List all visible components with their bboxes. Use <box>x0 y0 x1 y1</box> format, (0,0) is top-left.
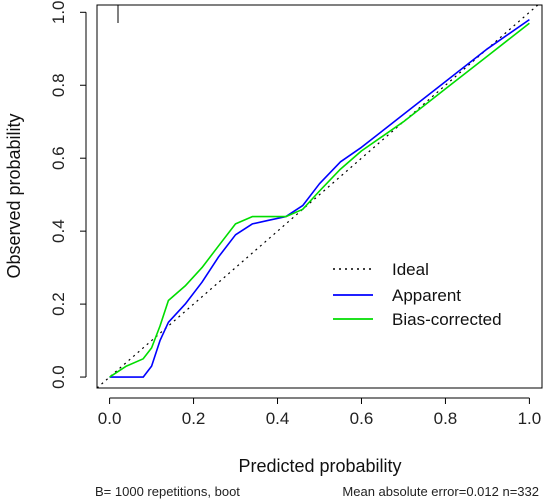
y-tick-label: 0.2 <box>49 292 68 316</box>
legend: Ideal Apparent Bias-corrected <box>333 260 502 329</box>
legend-label-apparent: Apparent <box>392 286 461 305</box>
legend-label-bias-corrected: Bias-corrected <box>392 310 502 329</box>
x-axis: 0.0 0.2 0.4 0.6 0.8 1.0 <box>98 397 542 428</box>
ideal-line-layer <box>96 4 539 389</box>
x-tick-label: 0.4 <box>266 409 290 428</box>
y-axis: 0.0 0.2 0.4 0.6 0.8 1.0 <box>49 0 87 389</box>
series-layer <box>109 18 530 378</box>
x-tick-label: 1.0 <box>518 409 542 428</box>
series-line-apparent <box>109 18 530 378</box>
x-tick-label: 0.6 <box>350 409 374 428</box>
plot-frame <box>96 4 543 389</box>
x-tick-label: 0.0 <box>98 409 122 428</box>
x-axis-title: Predicted probability <box>238 456 401 476</box>
legend-label-ideal: Ideal <box>392 260 429 279</box>
footer-repetitions: B= 1000 repetitions, boot <box>95 484 240 499</box>
y-tick-label: 0.4 <box>49 219 68 243</box>
y-tick-label: 0.8 <box>49 73 68 97</box>
y-tick-label: 0.6 <box>49 146 68 170</box>
ideal-line <box>96 4 539 389</box>
y-tick-label: 0.0 <box>49 365 68 389</box>
y-tick-label: 1.0 <box>49 0 68 24</box>
y-axis-title: Observed probability <box>4 113 24 278</box>
x-tick-label: 0.2 <box>182 409 206 428</box>
x-tick-label: 0.8 <box>434 409 458 428</box>
series-line-bias-corrected <box>109 22 530 378</box>
footer-mean-absolute-error: Mean absolute error=0.012 n=332 <box>342 484 539 499</box>
